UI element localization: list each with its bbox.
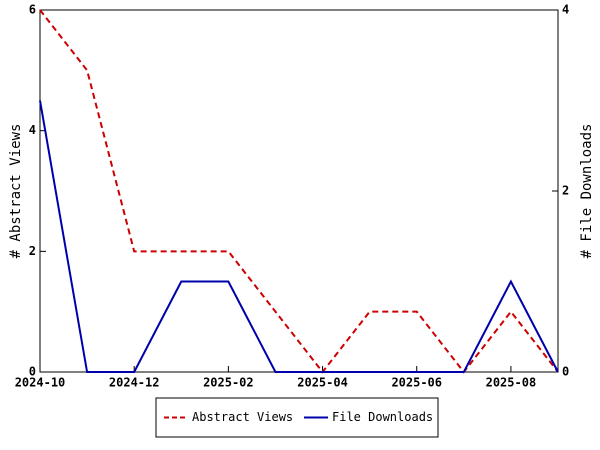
- y2-axis-label: # File Downloads: [579, 124, 595, 259]
- legend-label: Abstract Views: [192, 410, 293, 424]
- y-tick-label: 2: [29, 244, 36, 258]
- y2-tick-label: 0: [562, 365, 569, 379]
- x-tick-label: 2025-04: [297, 376, 348, 390]
- y-axis-label: # Abstract Views: [8, 124, 24, 259]
- x-tick-label: 2025-02: [203, 376, 254, 390]
- legend-box: [155, 397, 439, 438]
- y-tick-label: 0: [29, 365, 36, 379]
- y-tick-label: 4: [29, 123, 36, 137]
- y2-tick-label: 2: [562, 184, 569, 198]
- x-tick-label: 2025-06: [391, 376, 442, 390]
- legend-label: File Downloads: [332, 410, 433, 424]
- series-line: [39, 9, 559, 374]
- y-tick-label: 6: [29, 3, 36, 17]
- series-line: [39, 100, 559, 373]
- x-tick-label: 2025-08: [486, 376, 537, 390]
- x-tick-label: 2024-10: [15, 376, 66, 390]
- y2-tick-label: 4: [562, 3, 569, 17]
- x-tick-label: 2024-12: [109, 376, 160, 390]
